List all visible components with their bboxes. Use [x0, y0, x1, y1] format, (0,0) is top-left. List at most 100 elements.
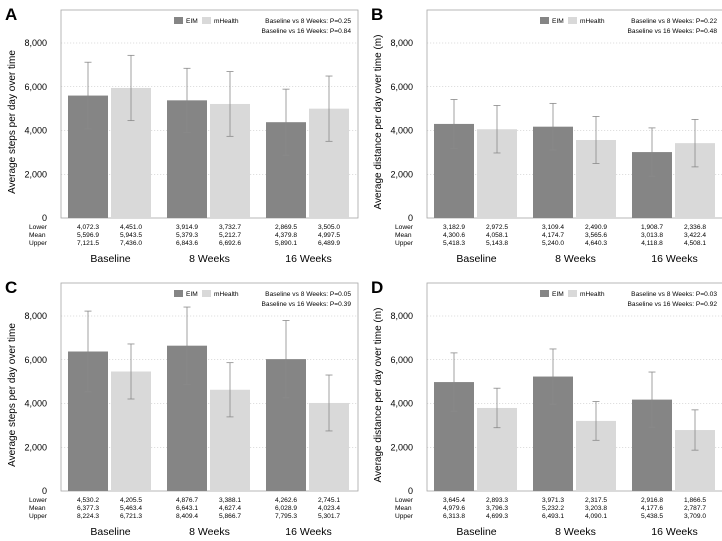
- table-value-upper: 6,721.3: [120, 513, 142, 520]
- table-value-mean: 5,463.4: [120, 505, 142, 512]
- table-value-mean: 5,943.5: [120, 232, 142, 239]
- table-value-lower: 4,072.3: [77, 224, 99, 231]
- table-value-upper: 5,890.1: [275, 240, 297, 247]
- y-tick-label: 6,000: [24, 82, 47, 92]
- panel-c: C Average steps per day over time 0 2,000 4,…: [5, 278, 359, 538]
- plot-frame: [426, 282, 722, 492]
- y-tick-label: 0: [408, 213, 413, 223]
- table-value-lower: 3,645.4: [443, 497, 465, 504]
- y-tick-label: 6,000: [390, 355, 413, 365]
- x-tick-label: 8 Weeks: [189, 253, 230, 265]
- panel-letter: D: [371, 278, 383, 297]
- table-value-mean: 5,212.7: [219, 232, 241, 239]
- table-value-upper: 5,866.7: [219, 513, 241, 520]
- panel-letter: B: [371, 5, 383, 24]
- table-value-lower: 3,914.9: [176, 224, 198, 231]
- table-value-mean: 4,627.4: [219, 505, 241, 512]
- panel-letter: C: [5, 278, 17, 297]
- plot-frame: [60, 9, 359, 219]
- table-value-upper: 6,692.6: [219, 240, 241, 247]
- legend-label: mHealth: [580, 291, 605, 298]
- table-value-upper: 7,121.5: [77, 240, 99, 247]
- panel-letter: A: [5, 5, 17, 24]
- table-value-mean: 5,596.9: [77, 232, 99, 239]
- table-value-upper: 8,224.3: [77, 513, 99, 520]
- y-tick-label: 2,000: [24, 442, 47, 452]
- table-value-lower: 2,336.8: [684, 224, 706, 231]
- legend-swatch-mhealth: [202, 17, 211, 24]
- table-value-lower: 1,908.7: [641, 224, 663, 231]
- table-value-mean: 4,997.5: [318, 232, 340, 239]
- table-row-label: Upper: [29, 240, 48, 247]
- x-tick-label: 16 Weeks: [285, 526, 332, 538]
- plot-frame: [60, 282, 359, 492]
- table-value-mean: 4,300.6: [443, 232, 465, 239]
- stats-annotation: Baseline vs 16 Weeks: P=0.48: [628, 28, 718, 35]
- legend-label: mHealth: [214, 18, 239, 25]
- y-tick-label: 0: [42, 486, 47, 496]
- legend-swatch-mhealth: [568, 17, 577, 24]
- legend-label: EIM: [552, 18, 564, 25]
- table-value-lower: 2,893.3: [486, 497, 508, 504]
- table-value-lower: 3,732.7: [219, 224, 241, 231]
- table-value-lower: 2,916.8: [641, 497, 663, 504]
- table-value-upper: 5,143.8: [486, 240, 508, 247]
- table-value-lower: 4,876.7: [176, 497, 198, 504]
- x-tick-label: 16 Weeks: [651, 253, 698, 265]
- table-value-mean: 6,028.9: [275, 505, 297, 512]
- y-tick-label: 4,000: [390, 126, 413, 136]
- y-tick-label: 4,000: [24, 126, 47, 136]
- table-value-upper: 5,418.3: [443, 240, 465, 247]
- table-value-upper: 7,795.3: [275, 513, 297, 520]
- y-axis-label: Average distance per day over time (m): [373, 35, 384, 210]
- stats-annotation: Baseline vs 8 Weeks: P=0.03: [631, 291, 717, 298]
- x-tick-label: 16 Weeks: [651, 526, 698, 538]
- y-tick-label: 8,000: [24, 38, 47, 48]
- panel-a: A Average steps per day over time 0 2,000 4,…: [5, 5, 359, 265]
- table-value-mean: 3,565.6: [585, 232, 607, 239]
- table-value-mean: 3,203.8: [585, 505, 607, 512]
- table-row-label: Mean: [29, 232, 46, 239]
- table-value-mean: 4,023.4: [318, 505, 340, 512]
- y-tick-label: 6,000: [24, 355, 47, 365]
- x-tick-label: 16 Weeks: [285, 253, 332, 265]
- table-value-upper: 4,508.1: [684, 240, 706, 247]
- table-row-label: Lower: [29, 224, 48, 231]
- table-row-label: Upper: [29, 513, 48, 520]
- table-value-lower: 2,869.5: [275, 224, 297, 231]
- table-value-lower: 3,109.4: [542, 224, 564, 231]
- legend-swatch-eim: [174, 17, 183, 24]
- legend-swatch-eim: [540, 17, 549, 24]
- y-tick-label: 2,000: [390, 169, 413, 179]
- y-tick-label: 4,000: [24, 399, 47, 409]
- table-value-upper: 4,640.3: [585, 240, 607, 247]
- table-value-upper: 8,409.4: [176, 513, 198, 520]
- legend-swatch-mhealth: [202, 290, 211, 297]
- table-row-label: Upper: [395, 513, 414, 520]
- stats-annotation: Baseline vs 8 Weeks: P=0.05: [265, 291, 351, 298]
- table-value-upper: 6,843.6: [176, 240, 198, 247]
- y-axis-label: Average distance per day over time (m): [373, 308, 384, 483]
- stats-annotation: Baseline vs 16 Weeks: P=0.92: [628, 301, 718, 308]
- plot-frame: [426, 9, 722, 219]
- table-value-upper: 5,438.5: [641, 513, 663, 520]
- legend-label: EIM: [186, 18, 198, 25]
- table-value-mean: 4,979.6: [443, 505, 465, 512]
- table-value-mean: 4,058.1: [486, 232, 508, 239]
- table-value-mean: 3,013.8: [641, 232, 663, 239]
- table-row-label: Lower: [29, 497, 48, 504]
- stats-annotation: Baseline vs 8 Weeks: P=0.25: [265, 18, 351, 25]
- y-axis-label: Average steps per day over time: [7, 50, 18, 194]
- table-value-upper: 7,436.0: [120, 240, 142, 247]
- table-value-lower: 4,262.6: [275, 497, 297, 504]
- table-value-mean: 5,232.2: [542, 505, 564, 512]
- table-row-label: Mean: [395, 505, 412, 512]
- table-value-lower: 3,182.9: [443, 224, 465, 231]
- table-value-upper: 5,240.0: [542, 240, 564, 247]
- table-row-label: Lower: [395, 224, 414, 231]
- table-value-upper: 6,313.8: [443, 513, 465, 520]
- y-tick-label: 8,000: [390, 311, 413, 321]
- table-value-upper: 4,090.1: [585, 513, 607, 520]
- table-value-upper: 4,118.8: [641, 240, 663, 247]
- panel-b: B Average distance per day over time (m) 0…: [371, 5, 722, 265]
